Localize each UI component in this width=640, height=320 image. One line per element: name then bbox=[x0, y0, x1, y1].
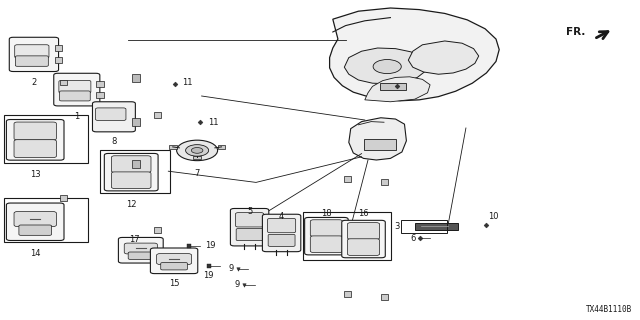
Bar bbox=[4, 198, 88, 242]
Text: 11: 11 bbox=[208, 118, 218, 127]
Text: 18: 18 bbox=[321, 209, 332, 218]
Bar bbox=[132, 160, 141, 168]
FancyBboxPatch shape bbox=[236, 213, 264, 227]
Text: 8: 8 bbox=[111, 137, 116, 146]
Text: 9: 9 bbox=[228, 264, 234, 273]
Bar bbox=[96, 92, 104, 98]
Bar bbox=[132, 74, 141, 82]
Text: 12: 12 bbox=[126, 200, 136, 209]
Bar bbox=[100, 150, 170, 193]
Bar bbox=[169, 145, 177, 149]
FancyBboxPatch shape bbox=[59, 80, 91, 93]
Polygon shape bbox=[344, 48, 428, 84]
Text: 16: 16 bbox=[358, 209, 369, 218]
FancyBboxPatch shape bbox=[124, 243, 157, 254]
Polygon shape bbox=[349, 118, 406, 160]
Bar bbox=[381, 179, 388, 185]
Circle shape bbox=[373, 60, 401, 74]
Bar bbox=[60, 80, 67, 85]
Polygon shape bbox=[365, 77, 430, 102]
Bar bbox=[132, 118, 141, 126]
Text: 2: 2 bbox=[31, 78, 36, 87]
FancyBboxPatch shape bbox=[14, 212, 56, 227]
FancyBboxPatch shape bbox=[111, 156, 151, 172]
FancyBboxPatch shape bbox=[230, 209, 269, 246]
FancyBboxPatch shape bbox=[9, 37, 59, 72]
FancyBboxPatch shape bbox=[268, 234, 295, 246]
FancyBboxPatch shape bbox=[19, 225, 51, 235]
Text: 1: 1 bbox=[74, 112, 79, 121]
FancyBboxPatch shape bbox=[342, 220, 385, 258]
Bar bbox=[55, 57, 63, 63]
FancyBboxPatch shape bbox=[310, 236, 342, 252]
Text: 6: 6 bbox=[410, 234, 415, 243]
Text: 15: 15 bbox=[169, 279, 179, 288]
Text: 19: 19 bbox=[205, 241, 215, 250]
FancyBboxPatch shape bbox=[111, 172, 151, 188]
FancyBboxPatch shape bbox=[92, 102, 136, 132]
Text: 13: 13 bbox=[30, 170, 40, 179]
FancyBboxPatch shape bbox=[118, 237, 163, 263]
Bar bbox=[154, 227, 161, 233]
FancyBboxPatch shape bbox=[348, 223, 380, 239]
Circle shape bbox=[186, 145, 209, 156]
FancyBboxPatch shape bbox=[6, 120, 64, 160]
Text: 9: 9 bbox=[235, 280, 240, 289]
FancyBboxPatch shape bbox=[310, 220, 342, 236]
FancyBboxPatch shape bbox=[236, 228, 263, 241]
Bar bbox=[303, 212, 391, 260]
Bar bbox=[4, 115, 88, 163]
FancyBboxPatch shape bbox=[262, 214, 301, 252]
Text: FR.: FR. bbox=[566, 27, 586, 37]
FancyBboxPatch shape bbox=[150, 248, 198, 274]
Bar bbox=[60, 195, 67, 201]
Text: 11: 11 bbox=[182, 78, 193, 87]
FancyBboxPatch shape bbox=[60, 91, 90, 101]
FancyBboxPatch shape bbox=[14, 122, 56, 140]
Bar bbox=[381, 294, 388, 300]
FancyBboxPatch shape bbox=[95, 108, 126, 120]
FancyBboxPatch shape bbox=[15, 56, 49, 66]
FancyBboxPatch shape bbox=[15, 45, 49, 58]
FancyBboxPatch shape bbox=[268, 219, 296, 233]
Text: 3: 3 bbox=[395, 222, 400, 231]
FancyBboxPatch shape bbox=[14, 140, 56, 158]
Text: 17: 17 bbox=[129, 235, 140, 244]
Bar bbox=[415, 223, 458, 230]
FancyBboxPatch shape bbox=[104, 154, 158, 191]
Text: 7: 7 bbox=[195, 169, 200, 178]
Circle shape bbox=[191, 148, 203, 153]
Bar bbox=[344, 176, 351, 182]
Circle shape bbox=[177, 140, 218, 161]
Polygon shape bbox=[330, 8, 499, 101]
FancyBboxPatch shape bbox=[6, 203, 64, 241]
Bar bbox=[193, 156, 201, 159]
Bar bbox=[96, 81, 104, 86]
Bar bbox=[154, 112, 161, 118]
Bar bbox=[55, 45, 63, 51]
Text: 5: 5 bbox=[247, 207, 252, 216]
FancyBboxPatch shape bbox=[54, 73, 100, 106]
Bar bbox=[344, 291, 351, 297]
Text: 4: 4 bbox=[279, 212, 284, 221]
Text: 14: 14 bbox=[30, 249, 40, 258]
Text: TX44B1110B: TX44B1110B bbox=[586, 305, 632, 314]
Bar bbox=[401, 220, 447, 233]
FancyBboxPatch shape bbox=[161, 262, 188, 270]
FancyBboxPatch shape bbox=[305, 218, 348, 255]
Bar bbox=[380, 83, 406, 90]
Bar bbox=[218, 145, 225, 149]
Text: 10: 10 bbox=[488, 212, 498, 221]
FancyBboxPatch shape bbox=[348, 239, 380, 255]
Text: 19: 19 bbox=[204, 271, 214, 280]
Bar bbox=[364, 139, 396, 150]
Polygon shape bbox=[408, 41, 479, 74]
FancyBboxPatch shape bbox=[157, 254, 191, 264]
FancyBboxPatch shape bbox=[128, 252, 154, 259]
